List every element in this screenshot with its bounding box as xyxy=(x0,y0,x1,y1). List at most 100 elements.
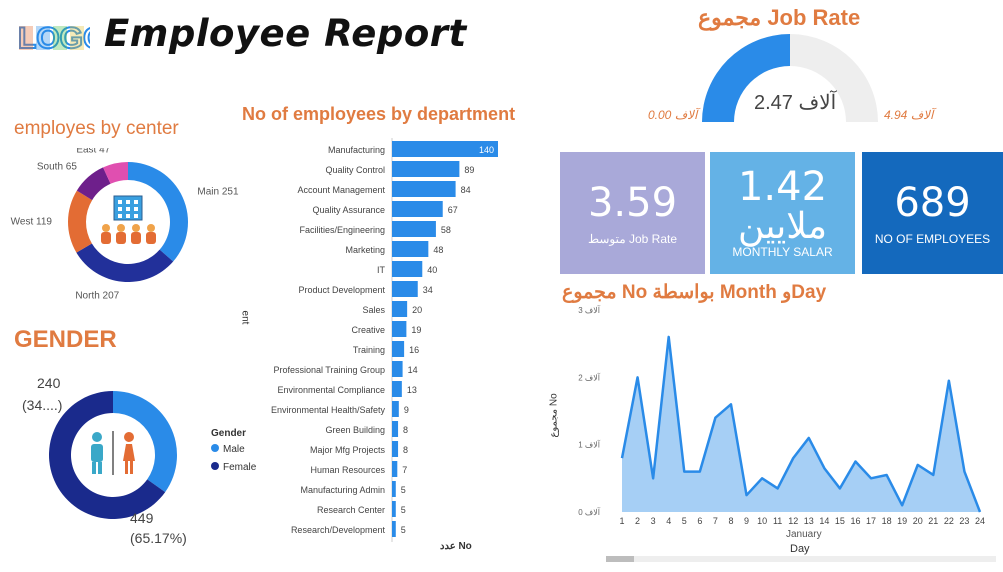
dept-x-axis-label: عدد No xyxy=(440,541,472,552)
legend-item-female[interactable]: Female xyxy=(211,462,256,473)
dept-bar-value: 5 xyxy=(401,525,406,535)
dept-category-label: Professional Training Group xyxy=(273,365,385,375)
dept-category-label: Environmental Compliance xyxy=(277,385,385,395)
legend-dot-female xyxy=(211,462,219,470)
dept-bar-value: 5 xyxy=(401,505,406,515)
gender-chart-title: GENDER xyxy=(14,326,117,353)
dept-bar[interactable] xyxy=(392,441,399,457)
legend-dot-male xyxy=(211,444,219,452)
dept-bar-value: 19 xyxy=(411,325,421,335)
dept-bar-value: 8 xyxy=(403,445,408,455)
dept-bar[interactable] xyxy=(392,261,423,277)
x-tick-label: 4 xyxy=(666,516,671,526)
center-slice-south[interactable] xyxy=(76,167,111,201)
dept-bar-value: 5 xyxy=(401,485,406,495)
dept-bar[interactable] xyxy=(392,321,407,337)
center-slice-east[interactable] xyxy=(103,162,128,184)
dept-bar[interactable] xyxy=(392,241,429,257)
dept-bar[interactable] xyxy=(392,521,396,537)
legend-label-female: Female xyxy=(223,462,257,473)
page-title: Employee Report xyxy=(104,12,467,55)
kpi-monthly-salary-label: MONTHLY SALAR xyxy=(732,245,833,259)
dept-category-label: IT xyxy=(377,265,386,275)
x-tick-label: 10 xyxy=(757,516,767,526)
center-donut-chart: Main 251 North 207 West 119 South 65 East 47 xyxy=(11,148,239,302)
dept-bar[interactable] xyxy=(392,281,418,297)
dept-category-label: Manufacturing Admin xyxy=(300,485,385,495)
center-slice-west[interactable] xyxy=(68,190,93,253)
dept-chart-title: No of employees by department xyxy=(242,104,516,124)
center-slice-label: East 47 xyxy=(76,148,110,156)
y-tick-label: آلاف 3 xyxy=(578,305,601,315)
x-tick-label: 9 xyxy=(744,516,749,526)
dept-bar-value: 7 xyxy=(402,465,407,475)
job-rate-title: مجموع Job Rate xyxy=(698,5,861,30)
x-tick-label: 13 xyxy=(804,516,814,526)
dept-bar-value: 13 xyxy=(407,385,417,395)
gender-legend: Gender Male Female xyxy=(211,428,256,473)
kpi-card-monthly-salary: 1.42 ملايين MONTHLY SALAR xyxy=(710,152,855,274)
x-tick-label: 16 xyxy=(850,516,860,526)
gauge-fill[interactable] xyxy=(702,34,790,122)
x-tick-label: 20 xyxy=(913,516,923,526)
dept-bar[interactable] xyxy=(392,461,398,477)
dept-bar[interactable] xyxy=(392,341,405,357)
restroom-icon xyxy=(72,414,154,496)
dept-bar[interactable] xyxy=(392,361,403,377)
center-slice-main[interactable] xyxy=(128,162,189,262)
x-tick-label: 18 xyxy=(882,516,892,526)
dept-bar-value: 16 xyxy=(409,345,419,355)
x-tick-label: 23 xyxy=(959,516,969,526)
x-tick-label: 11 xyxy=(773,516,782,526)
dept-bar[interactable] xyxy=(392,421,399,437)
dept-bar-value: 84 xyxy=(461,185,471,195)
legend-item-male[interactable]: Male xyxy=(211,444,256,455)
x-tick-label: 24 xyxy=(975,516,985,526)
x-tick-label: 14 xyxy=(819,516,829,526)
x-tick-label: 5 xyxy=(682,516,687,526)
center-slice-north[interactable] xyxy=(76,243,174,282)
building-people-icon xyxy=(87,181,169,263)
x-tick-label: 21 xyxy=(928,516,938,526)
gender-legend-title: Gender xyxy=(211,428,247,439)
dept-bar-value: 89 xyxy=(464,165,474,175)
x-tick-label: 7 xyxy=(713,516,718,526)
dept-bar[interactable] xyxy=(392,181,456,197)
dept-category-label: Marketing xyxy=(345,245,385,255)
dept-category-label: Quality Control xyxy=(325,165,385,175)
dept-bar[interactable] xyxy=(392,201,443,217)
dept-category-label: Product Development xyxy=(298,285,385,295)
dept-bar[interactable] xyxy=(392,221,436,237)
dept-bar[interactable] xyxy=(392,301,408,317)
x-tick-label: 19 xyxy=(897,516,907,526)
x-tick-label: 2 xyxy=(635,516,640,526)
dept-bar[interactable] xyxy=(392,401,399,417)
dept-bar-value: 48 xyxy=(433,245,443,255)
dept-bar[interactable] xyxy=(392,481,396,497)
horizontal-scrollbar[interactable] xyxy=(606,556,996,562)
dept-category-label: Research/Development xyxy=(291,525,386,535)
legend-label-male: Male xyxy=(223,444,245,455)
dept-bar[interactable] xyxy=(392,501,396,517)
x-tick-label: 3 xyxy=(651,516,656,526)
dept-category-label: Sales xyxy=(362,305,385,315)
gender-slice-male[interactable] xyxy=(113,391,177,493)
center-chart-title: employes by center xyxy=(14,118,179,139)
gender-slice-female[interactable] xyxy=(48,391,166,519)
line-chart-title: مجموع No بواسطة Month وDay xyxy=(562,282,827,303)
dept-bar[interactable] xyxy=(392,161,460,177)
dept-bar[interactable] xyxy=(392,381,402,397)
x-tick-label: 1 xyxy=(619,516,624,526)
kpi-monthly-salary-value: 1.42 xyxy=(737,164,828,210)
center-slice-label: Main 251 xyxy=(197,186,239,197)
dept-bar-value: 14 xyxy=(408,365,418,375)
kpi-card-employees: 689 NO OF EMPLOYEES xyxy=(862,152,1003,274)
dept-category-label: Quality Assurance xyxy=(312,205,385,215)
dept-category-label: Major Mfg Projects xyxy=(310,445,386,455)
dept-bar-value: 67 xyxy=(448,205,458,215)
dept-bar[interactable] xyxy=(392,141,498,157)
scrollbar-thumb[interactable] xyxy=(606,556,634,562)
dept-category-label: Facilities/Engineering xyxy=(299,225,385,235)
area-line[interactable] xyxy=(620,335,982,513)
